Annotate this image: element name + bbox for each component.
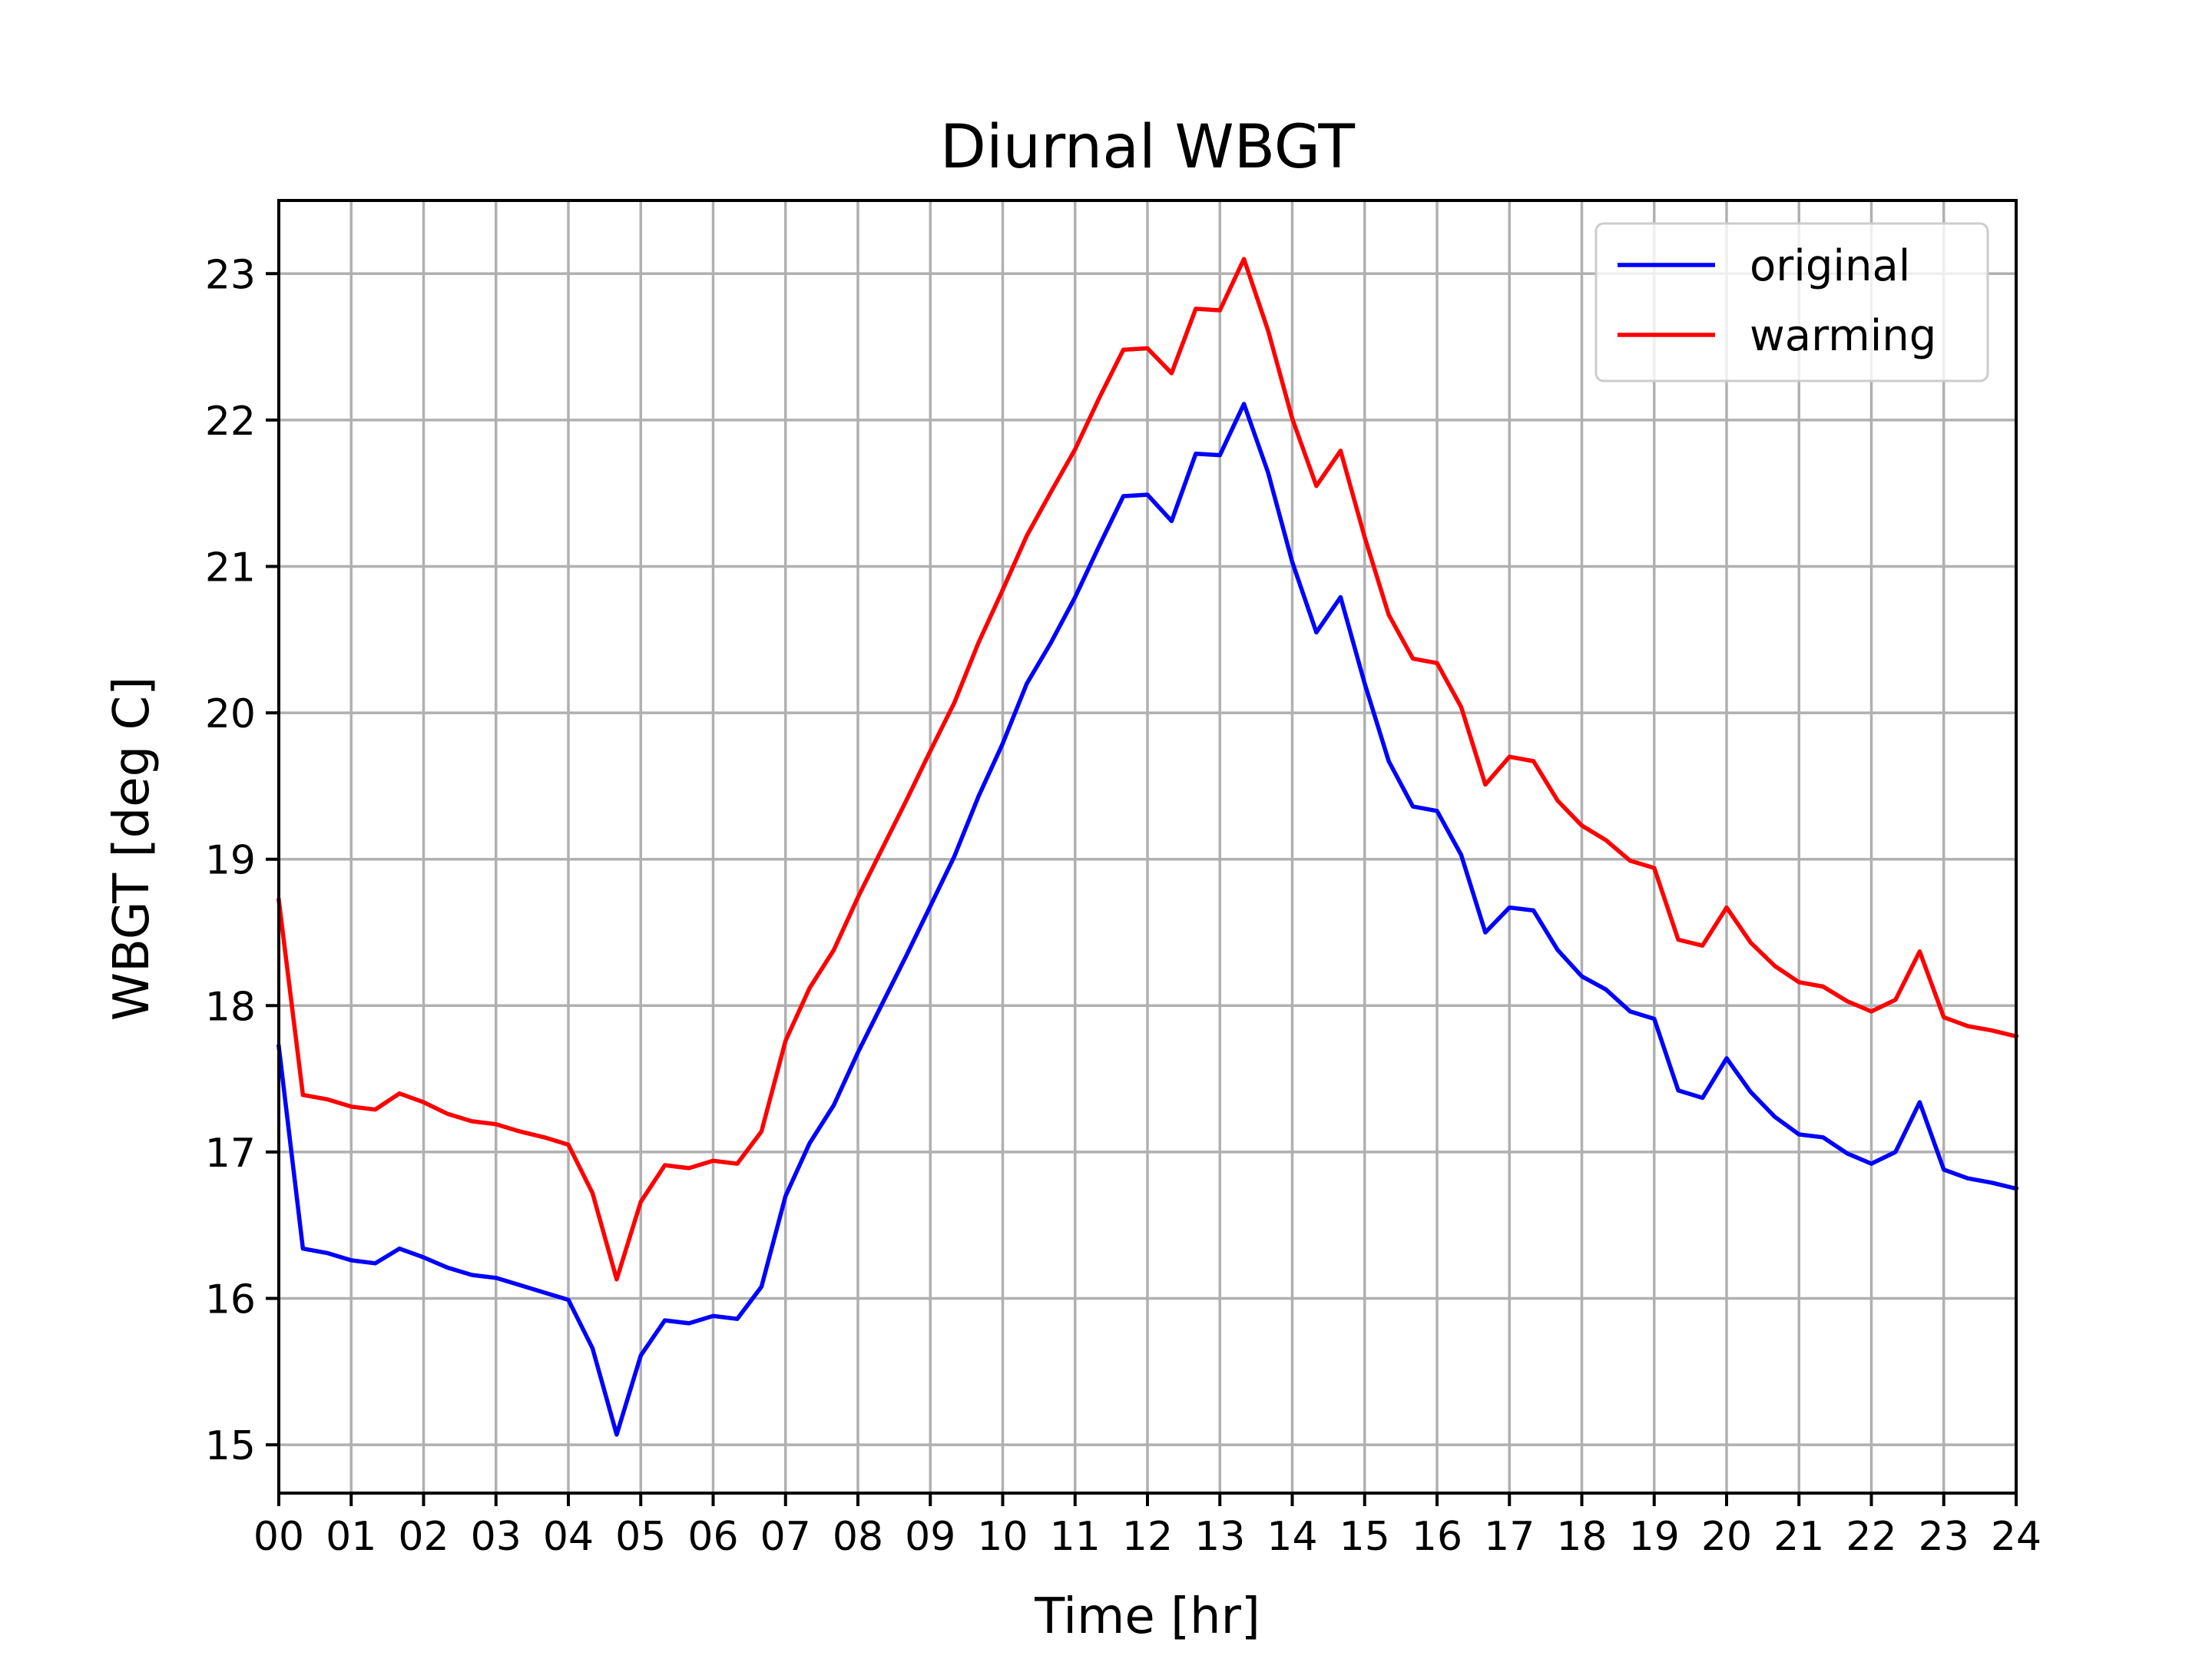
chart-title: Diurnal WBGT [940,113,1355,182]
legend-label-warming: warming [1750,311,1936,361]
x-tick-label: 21 [1773,1514,1824,1560]
x-axis-label: Time [hr] [1034,1588,1260,1645]
y-tick-label: 17 [205,1131,256,1177]
x-tick-label: 22 [1846,1514,1896,1560]
x-tick-label: 09 [905,1514,955,1560]
axis-ticks: 00 01 02 03 04 05 06 07 08 09 10 11 12 13 14 15 16 17 18 19… [205,252,2041,1560]
x-tick-label: 00 [253,1514,304,1560]
x-tick-label: 19 [1629,1514,1680,1560]
x-tick-label: 14 [1267,1514,1317,1560]
y-tick-label: 23 [205,252,256,298]
x-tick-label: 08 [833,1514,883,1560]
series-group [276,257,2019,1437]
x-tick-label: 17 [1484,1514,1535,1560]
y-tick-label: 19 [205,838,256,884]
x-tick-label: 07 [760,1514,811,1560]
y-tick-label: 22 [205,399,256,445]
gridlines [277,200,2018,1493]
x-tick-label: 15 [1339,1514,1390,1560]
x-tick-label: 18 [1556,1514,1607,1560]
x-tick-label: 10 [977,1514,1028,1560]
legend-label-original: original [1750,241,1910,291]
y-tick-label: 16 [205,1277,256,1323]
x-tick-label: 23 [1919,1514,1969,1560]
x-tick-label: 02 [398,1514,449,1560]
series-line-warming [276,257,2019,1282]
x-tick-label: 11 [1050,1514,1101,1560]
x-tick-label: 03 [471,1514,522,1560]
y-tick-label: 20 [205,691,256,737]
x-tick-label: 12 [1122,1514,1173,1560]
x-tick-label: 06 [687,1514,738,1560]
x-tick-label: 16 [1412,1514,1462,1560]
y-tick-label: 21 [205,545,256,591]
y-axis-label: WBGT [deg C] [104,677,161,1021]
x-tick-label: 20 [1701,1514,1752,1560]
x-tick-label: 24 [1991,1514,2041,1560]
y-tick-label: 18 [205,984,256,1030]
series-line-original [276,402,2019,1437]
legend: original warming [1594,222,1989,382]
x-tick-label: 05 [615,1514,666,1560]
x-tick-label: 01 [326,1514,376,1560]
x-tick-label: 04 [543,1514,594,1560]
x-tick-label: 13 [1194,1514,1245,1560]
y-tick-label: 15 [205,1423,256,1469]
